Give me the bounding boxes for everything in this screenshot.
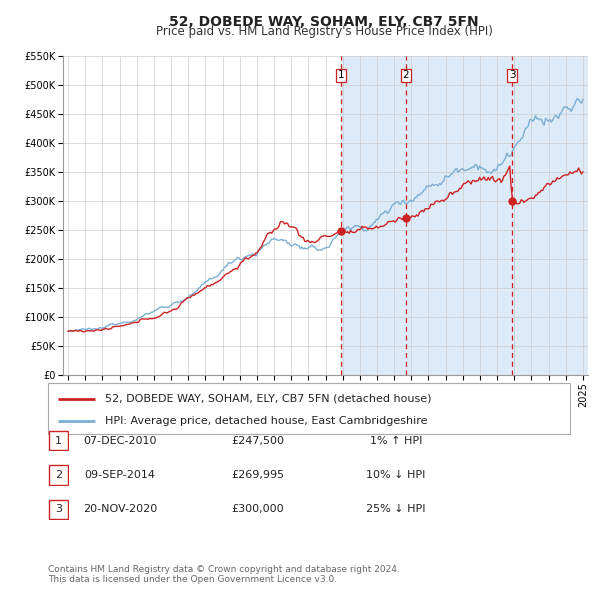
Text: 52, DOBEDE WAY, SOHAM, ELY, CB7 5FN (detached house): 52, DOBEDE WAY, SOHAM, ELY, CB7 5FN (det… bbox=[106, 394, 432, 404]
Text: Price paid vs. HM Land Registry's House Price Index (HPI): Price paid vs. HM Land Registry's House … bbox=[155, 25, 493, 38]
Text: 1: 1 bbox=[55, 436, 62, 445]
Text: 52, DOBEDE WAY, SOHAM, ELY, CB7 5FN: 52, DOBEDE WAY, SOHAM, ELY, CB7 5FN bbox=[169, 15, 479, 29]
Text: 10% ↓ HPI: 10% ↓ HPI bbox=[367, 470, 425, 480]
Bar bbox=[406, 56, 512, 375]
Text: £269,995: £269,995 bbox=[232, 470, 284, 480]
FancyBboxPatch shape bbox=[49, 431, 68, 450]
Text: 3: 3 bbox=[55, 504, 62, 514]
FancyBboxPatch shape bbox=[49, 466, 68, 484]
Text: 2: 2 bbox=[403, 70, 409, 80]
Text: £247,500: £247,500 bbox=[232, 436, 284, 445]
Text: 07-DEC-2010: 07-DEC-2010 bbox=[83, 436, 157, 445]
FancyBboxPatch shape bbox=[49, 500, 68, 519]
Text: 3: 3 bbox=[509, 70, 515, 80]
Text: HPI: Average price, detached house, East Cambridgeshire: HPI: Average price, detached house, East… bbox=[106, 416, 428, 426]
Text: Contains HM Land Registry data © Crown copyright and database right 2024.
This d: Contains HM Land Registry data © Crown c… bbox=[48, 565, 400, 584]
Text: £300,000: £300,000 bbox=[232, 504, 284, 514]
Bar bbox=[512, 56, 592, 375]
Text: 1: 1 bbox=[338, 70, 344, 80]
Text: 2: 2 bbox=[55, 470, 62, 480]
Text: 1% ↑ HPI: 1% ↑ HPI bbox=[370, 436, 422, 445]
FancyBboxPatch shape bbox=[48, 384, 570, 434]
Text: 09-SEP-2014: 09-SEP-2014 bbox=[85, 470, 155, 480]
Text: 20-NOV-2020: 20-NOV-2020 bbox=[83, 504, 157, 514]
Text: 25% ↓ HPI: 25% ↓ HPI bbox=[366, 504, 426, 514]
Bar bbox=[341, 56, 406, 375]
